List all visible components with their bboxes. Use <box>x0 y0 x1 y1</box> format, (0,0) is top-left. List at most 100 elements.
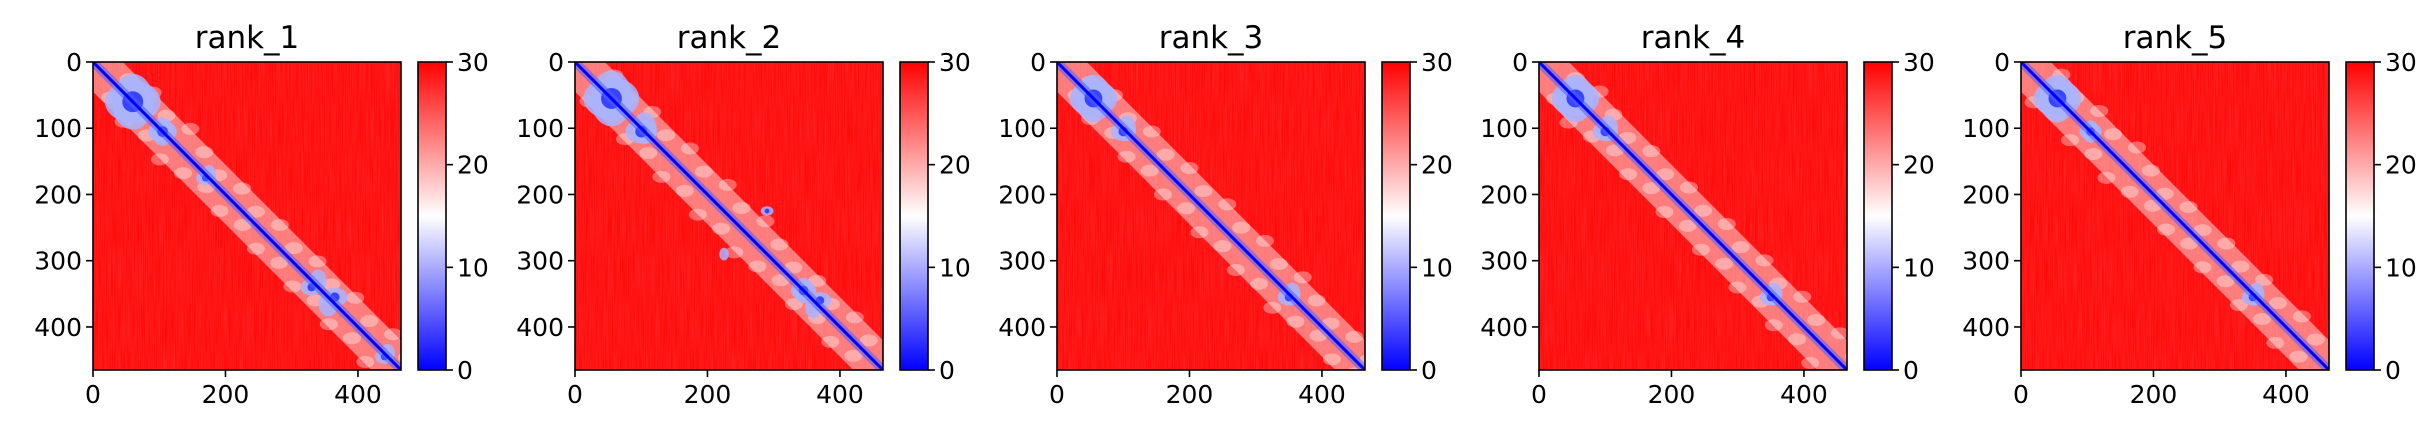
contact-patch <box>1642 145 1661 158</box>
contact-patch <box>1715 257 1734 270</box>
contact-patch <box>2193 261 2212 274</box>
x-tick-label: 200 <box>202 380 250 409</box>
contact-patch <box>1142 125 1161 138</box>
contact-patch <box>694 165 713 178</box>
contact-patch <box>1793 290 1812 303</box>
y-tick-label: 0 <box>548 48 564 77</box>
contact-patch <box>1153 188 1172 201</box>
contact-patch <box>2306 333 2325 346</box>
contact-patch <box>284 242 303 255</box>
contact-patch <box>1140 164 1159 177</box>
contact-patch <box>319 318 338 331</box>
x-tick-label: 200 <box>1166 380 1214 409</box>
contact-patch <box>657 129 676 142</box>
contact-patch <box>2179 201 2198 214</box>
colorbar-frame <box>899 61 929 371</box>
heatmap-image <box>2021 62 2329 370</box>
colorbar-tick-label: 10 <box>1903 253 1935 282</box>
colorbar-tick-label: 30 <box>1903 48 1935 77</box>
y-tick-label: 100 <box>34 114 82 143</box>
colorbar-tick-label: 20 <box>1903 151 1935 180</box>
heatmap-image <box>575 62 902 370</box>
contact-patch <box>356 356 375 369</box>
contact-patch <box>1194 185 1213 198</box>
colorbar-gradient <box>2346 62 2374 370</box>
colorbar-tick-label: 30 <box>939 48 971 77</box>
x-tick-label: 400 <box>816 380 864 409</box>
axes-frame <box>574 61 884 371</box>
y-tick-label: 100 <box>516 114 564 143</box>
contact-patch <box>1693 204 1712 217</box>
y-tick-label: 200 <box>1962 180 2010 209</box>
diagonal-line <box>575 62 883 370</box>
contact-patch <box>1293 271 1312 284</box>
contact-patch <box>2120 185 2139 198</box>
axes-frame <box>1538 61 1848 371</box>
contact-core <box>764 208 770 214</box>
colorbar-tick-label: 30 <box>1421 48 1453 77</box>
contact-patch <box>1807 313 1826 326</box>
colorbar-tick-label: 20 <box>1421 151 1453 180</box>
contact-patch <box>1255 234 1274 247</box>
diagonal-line <box>93 62 401 370</box>
contact-patch <box>342 332 361 345</box>
axes-frame <box>1056 61 1366 371</box>
contact-patch <box>2090 105 2109 118</box>
y-tick-label: 400 <box>34 313 82 342</box>
contact-patch <box>2104 128 2123 141</box>
x-tick-label: 0 <box>567 380 583 409</box>
colorbar-tick-label: 0 <box>1903 356 1919 385</box>
contact-patch <box>387 369 390 370</box>
colorbar: 0 10 20 30 <box>417 48 489 385</box>
contact-patch <box>1307 294 1326 307</box>
contact-patch <box>1680 181 1699 194</box>
contact-patch <box>1117 150 1136 163</box>
contact-patch <box>346 291 365 304</box>
contact-patch <box>2061 134 2080 147</box>
contact-patch <box>884 348 902 360</box>
panel-title: rank_2 <box>677 20 782 56</box>
y-tick-label: 300 <box>1480 247 1528 276</box>
contact-patch <box>270 218 289 231</box>
colorbar-gradient <box>418 62 446 370</box>
axes-frame <box>2020 61 2330 371</box>
contact-patch <box>1728 281 1747 294</box>
x-tick-label: 0 <box>85 380 101 409</box>
heatmap-image <box>1057 62 1365 370</box>
contact-patch <box>845 311 864 324</box>
colorbar-tick-label: 10 <box>939 253 971 282</box>
y-tick-label: 200 <box>34 180 82 209</box>
colorbar-tick-label: 0 <box>457 356 473 385</box>
heatmap-panel-4: rank_4 0 200 400 0 100 200 300 400 0 10 20 30 <box>1480 20 1935 409</box>
colorbar: 0 10 20 30 <box>2345 48 2417 385</box>
colorbar: 0 10 20 30 <box>1863 48 1935 385</box>
contact-patch <box>2266 336 2285 349</box>
contact-patch <box>748 260 767 273</box>
colorbar-tick-label: 20 <box>939 151 971 180</box>
x-tick-label: 0 <box>1049 380 1065 409</box>
y-tick-label: 400 <box>516 313 564 342</box>
contact-patch <box>688 208 707 221</box>
x-tick-label: 400 <box>1780 380 1828 409</box>
y-tick-label: 300 <box>998 247 1046 276</box>
contact-patch <box>360 314 379 327</box>
y-tick-label: 200 <box>1480 180 1528 209</box>
x-tick-label: 200 <box>684 380 732 409</box>
colorbar-tick-label: 10 <box>1421 253 1453 282</box>
contact-patch <box>725 246 744 259</box>
contact-patch <box>1190 226 1209 239</box>
y-tick-label: 400 <box>998 313 1046 342</box>
colorbar-gradient <box>1864 62 1892 370</box>
contact-patch <box>1263 301 1282 314</box>
diagonal-line <box>1057 62 1365 370</box>
contact-patch <box>1218 198 1237 211</box>
heatmap-panel-3: rank_3 0 200 400 0 100 200 300 400 0 10 20 30 <box>998 20 1453 409</box>
colorbar-tick-label: 20 <box>2385 151 2417 180</box>
y-tick-label: 100 <box>998 114 1046 143</box>
contact-patch <box>1177 202 1196 215</box>
contact-patch <box>384 328 401 341</box>
contact-patch <box>2216 275 2235 288</box>
contact-patch <box>1250 277 1269 290</box>
contact-patch <box>1232 221 1251 234</box>
colorbar-tick-label: 0 <box>2385 356 2401 385</box>
